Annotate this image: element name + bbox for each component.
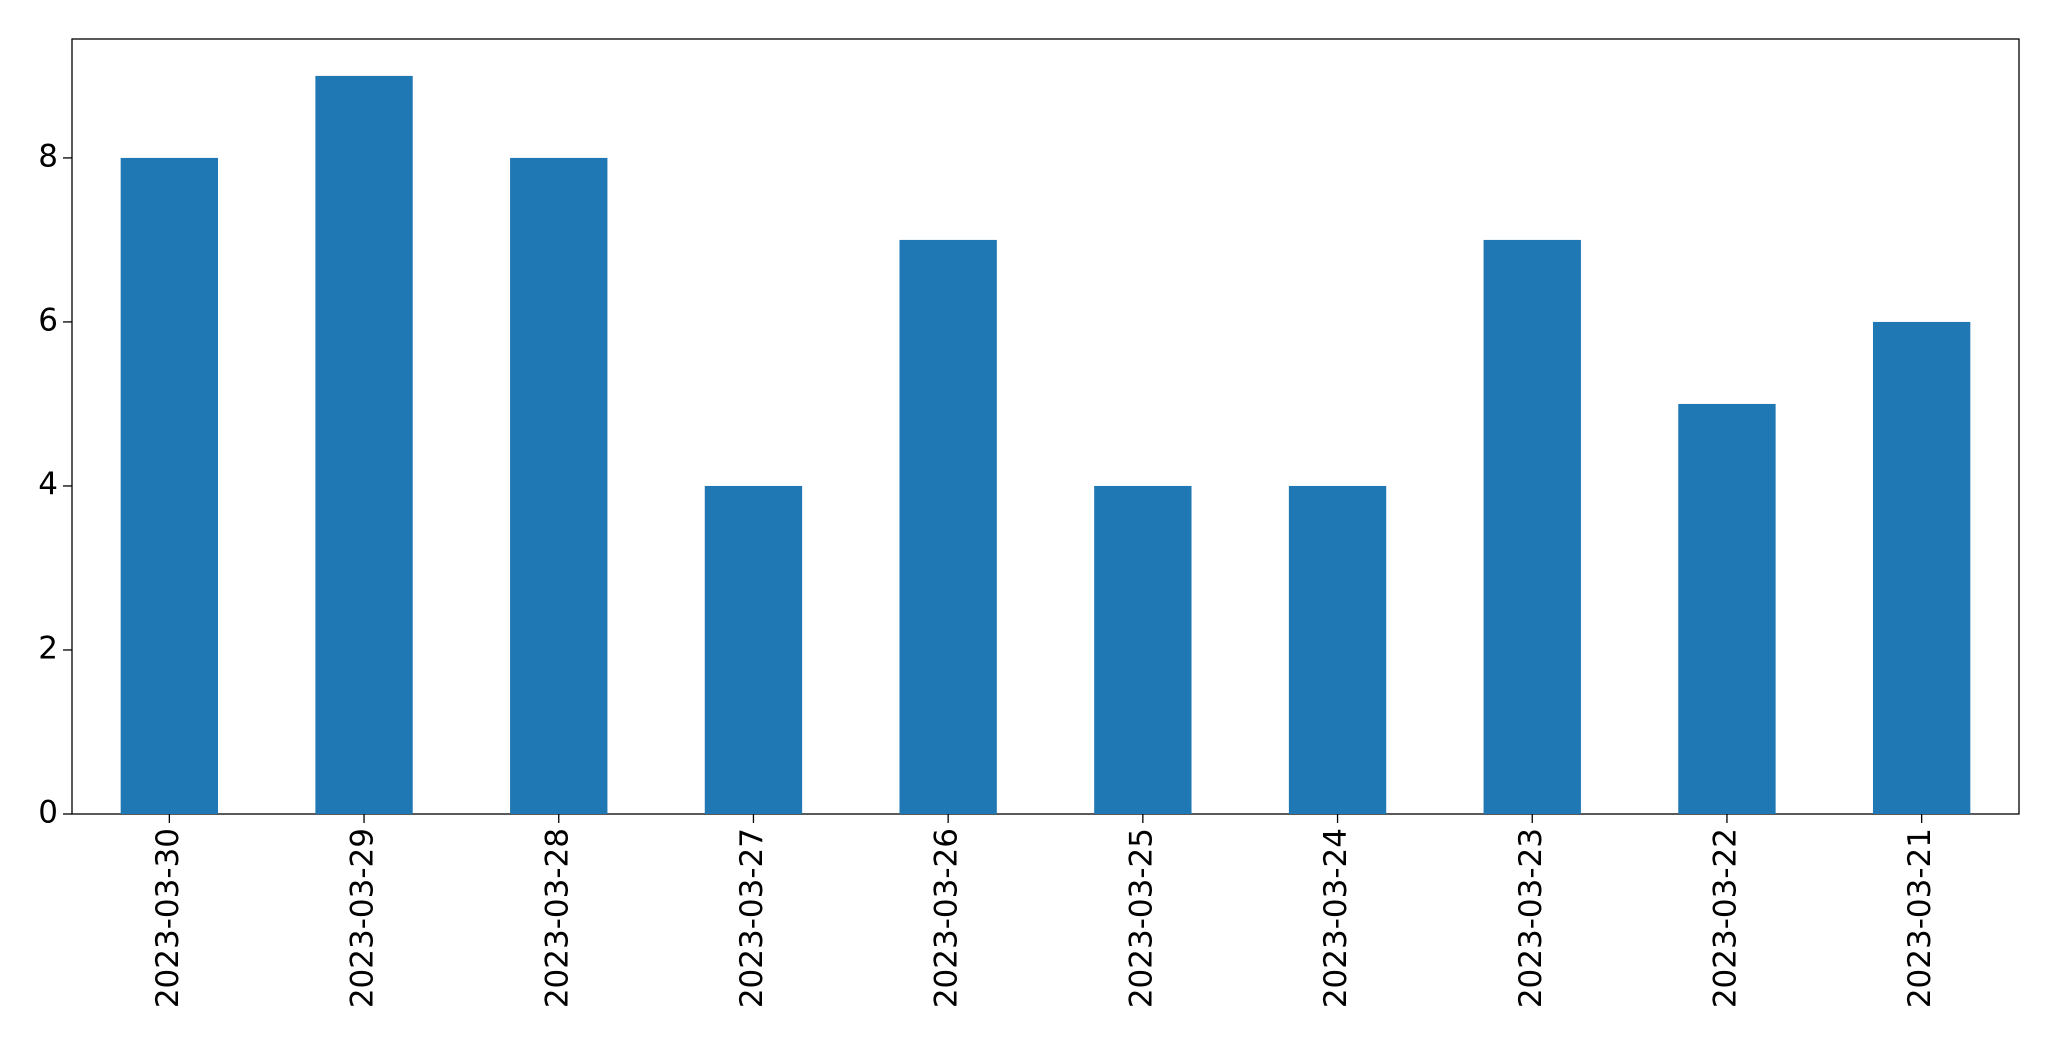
bar (1483, 239, 1581, 815)
x-tick-label: 2023-03-24 (1318, 828, 1354, 1008)
y-tick-label: 2 (38, 630, 58, 666)
x-tick-label: 2023-03-28 (539, 828, 575, 1008)
x-tick-label: 2023-03-26 (929, 828, 965, 1008)
y-tick-label: 8 (38, 138, 58, 174)
bar (510, 157, 608, 814)
bar (1872, 321, 1971, 814)
x-tick-label: 2023-03-29 (345, 828, 381, 1008)
x-tick-label: 2023-03-30 (150, 828, 186, 1008)
bar (899, 239, 997, 815)
plot-frame (71, 38, 2020, 815)
bar (315, 75, 413, 814)
x-tick-label: 2023-03-23 (1513, 828, 1549, 1008)
y-tick-label: 6 (38, 302, 58, 338)
bar (704, 485, 803, 814)
y-tick-label: 4 (38, 466, 58, 502)
bar (1288, 485, 1387, 814)
x-tick-label: 2023-03-27 (734, 828, 770, 1008)
y-tick-label: 0 (38, 795, 58, 831)
bar (1094, 485, 1192, 814)
bar (120, 157, 219, 814)
x-tick-label: 2023-03-21 (1902, 828, 1938, 1008)
x-tick-label: 2023-03-22 (1707, 828, 1743, 1008)
bar (1678, 403, 1776, 814)
x-tick-label: 2023-03-25 (1123, 828, 1159, 1008)
